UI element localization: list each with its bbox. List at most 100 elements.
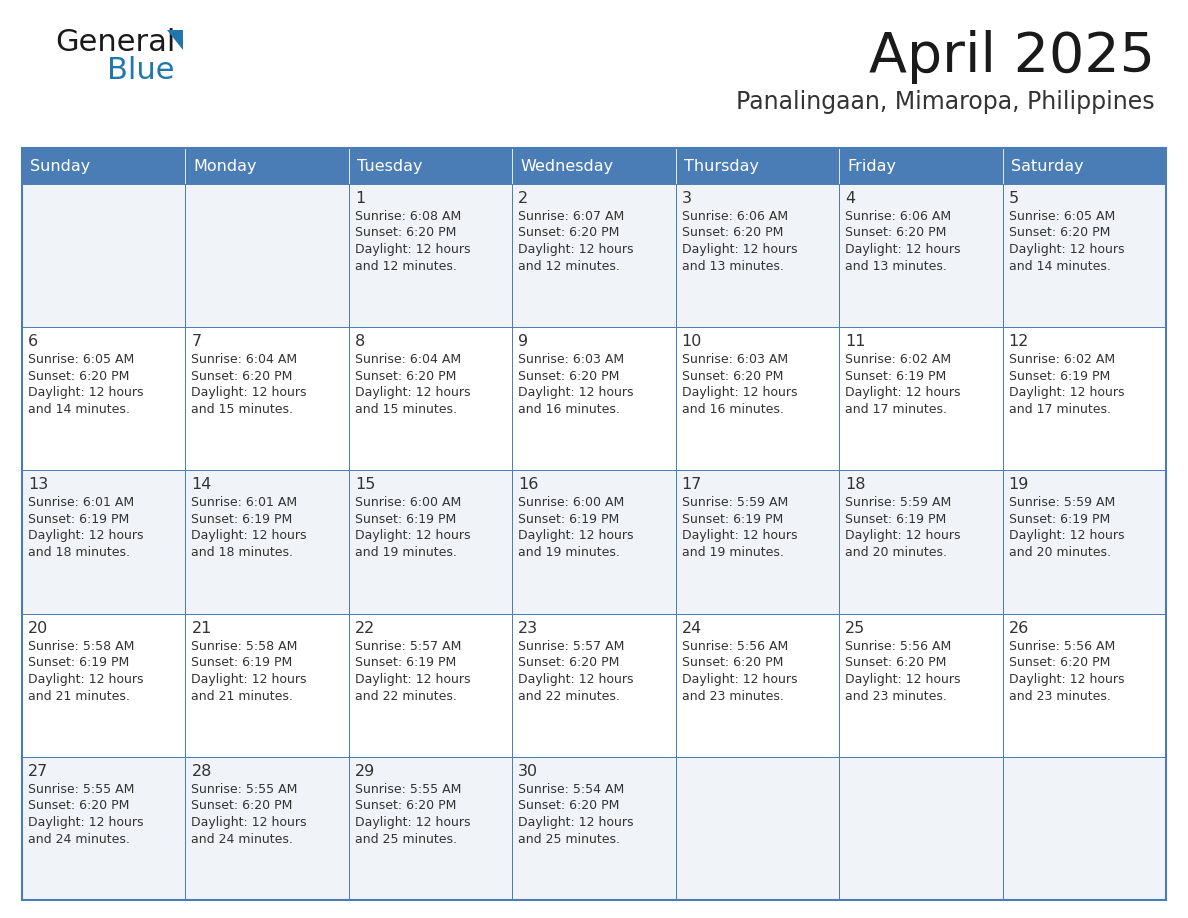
Bar	[839, 470, 1003, 613]
Text: Sunset: 6:20 PM: Sunset: 6:20 PM	[355, 800, 456, 812]
Bar	[676, 470, 839, 613]
Text: Sunset: 6:20 PM: Sunset: 6:20 PM	[191, 800, 292, 812]
Text: Daylight: 12 hours
and 24 minutes.: Daylight: 12 hours and 24 minutes.	[191, 816, 307, 845]
Text: Sunset: 6:20 PM: Sunset: 6:20 PM	[29, 800, 129, 812]
Text: Thursday: Thursday	[684, 159, 759, 174]
Bar	[349, 184, 512, 327]
Bar	[512, 327, 676, 470]
Bar	[676, 184, 839, 327]
Text: Sunrise: 6:08 AM: Sunrise: 6:08 AM	[355, 210, 461, 223]
Text: Sunset: 6:19 PM: Sunset: 6:19 PM	[355, 656, 456, 669]
Text: Daylight: 12 hours
and 17 minutes.: Daylight: 12 hours and 17 minutes.	[1009, 386, 1124, 416]
Text: Daylight: 12 hours
and 13 minutes.: Daylight: 12 hours and 13 minutes.	[682, 243, 797, 273]
Text: Sunrise: 6:00 AM: Sunrise: 6:00 AM	[355, 497, 461, 509]
Text: Sunrise: 6:06 AM: Sunrise: 6:06 AM	[682, 210, 788, 223]
Text: 20: 20	[29, 621, 49, 635]
Bar	[349, 327, 512, 470]
Text: Daylight: 12 hours
and 16 minutes.: Daylight: 12 hours and 16 minutes.	[518, 386, 633, 416]
Text: 28: 28	[191, 764, 211, 778]
Text: Daylight: 12 hours
and 25 minutes.: Daylight: 12 hours and 25 minutes.	[518, 816, 633, 845]
Text: Sunrise: 6:05 AM: Sunrise: 6:05 AM	[29, 353, 134, 366]
Bar	[839, 327, 1003, 470]
Text: Daylight: 12 hours
and 18 minutes.: Daylight: 12 hours and 18 minutes.	[29, 530, 144, 559]
Text: Sunrise: 5:56 AM: Sunrise: 5:56 AM	[682, 640, 788, 653]
Text: Sunrise: 5:56 AM: Sunrise: 5:56 AM	[1009, 640, 1114, 653]
Text: Daylight: 12 hours
and 25 minutes.: Daylight: 12 hours and 25 minutes.	[355, 816, 470, 845]
Bar	[1003, 148, 1165, 184]
Text: Daylight: 12 hours
and 23 minutes.: Daylight: 12 hours and 23 minutes.	[1009, 673, 1124, 702]
Text: Sunset: 6:20 PM: Sunset: 6:20 PM	[355, 227, 456, 240]
Text: Daylight: 12 hours
and 19 minutes.: Daylight: 12 hours and 19 minutes.	[682, 530, 797, 559]
Text: Sunset: 6:19 PM: Sunset: 6:19 PM	[1009, 370, 1110, 383]
Text: Sunset: 6:20 PM: Sunset: 6:20 PM	[191, 370, 292, 383]
Text: Sunrise: 6:01 AM: Sunrise: 6:01 AM	[191, 497, 297, 509]
Text: Daylight: 12 hours
and 15 minutes.: Daylight: 12 hours and 15 minutes.	[191, 386, 307, 416]
Bar	[839, 148, 1003, 184]
Text: 8: 8	[355, 334, 365, 349]
Bar	[185, 470, 349, 613]
Text: Sunrise: 5:56 AM: Sunrise: 5:56 AM	[845, 640, 952, 653]
Text: 7: 7	[191, 334, 202, 349]
Text: 13: 13	[29, 477, 49, 492]
Text: Sunset: 6:20 PM: Sunset: 6:20 PM	[682, 227, 783, 240]
Bar	[1003, 470, 1165, 613]
Bar	[839, 613, 1003, 756]
Text: 12: 12	[1009, 334, 1029, 349]
Text: Daylight: 12 hours
and 12 minutes.: Daylight: 12 hours and 12 minutes.	[355, 243, 470, 273]
Text: Panalingaan, Mimaropa, Philippines: Panalingaan, Mimaropa, Philippines	[737, 90, 1155, 114]
Bar	[185, 756, 349, 900]
Text: Sunset: 6:20 PM: Sunset: 6:20 PM	[29, 370, 129, 383]
Text: 21: 21	[191, 621, 211, 635]
Text: Daylight: 12 hours
and 19 minutes.: Daylight: 12 hours and 19 minutes.	[518, 530, 633, 559]
Text: 1: 1	[355, 191, 365, 206]
Text: Daylight: 12 hours
and 24 minutes.: Daylight: 12 hours and 24 minutes.	[29, 816, 144, 845]
Text: Sunrise: 5:55 AM: Sunrise: 5:55 AM	[191, 783, 298, 796]
Text: 18: 18	[845, 477, 866, 492]
Bar	[349, 756, 512, 900]
Text: Daylight: 12 hours
and 13 minutes.: Daylight: 12 hours and 13 minutes.	[845, 243, 961, 273]
Text: Sunset: 6:20 PM: Sunset: 6:20 PM	[682, 656, 783, 669]
Text: Sunset: 6:19 PM: Sunset: 6:19 PM	[355, 513, 456, 526]
Text: 23: 23	[518, 621, 538, 635]
Text: Daylight: 12 hours
and 15 minutes.: Daylight: 12 hours and 15 minutes.	[355, 386, 470, 416]
Bar	[185, 613, 349, 756]
Text: Daylight: 12 hours
and 19 minutes.: Daylight: 12 hours and 19 minutes.	[355, 530, 470, 559]
Polygon shape	[168, 30, 183, 50]
Text: Sunset: 6:20 PM: Sunset: 6:20 PM	[518, 370, 620, 383]
Text: Sunday: Sunday	[30, 159, 90, 174]
Text: Sunset: 6:19 PM: Sunset: 6:19 PM	[29, 656, 129, 669]
Text: Sunrise: 5:55 AM: Sunrise: 5:55 AM	[355, 783, 461, 796]
Text: Sunset: 6:20 PM: Sunset: 6:20 PM	[355, 370, 456, 383]
Text: Sunrise: 6:00 AM: Sunrise: 6:00 AM	[518, 497, 625, 509]
Bar	[185, 184, 349, 327]
Text: Sunrise: 5:54 AM: Sunrise: 5:54 AM	[518, 783, 625, 796]
Text: Sunrise: 6:05 AM: Sunrise: 6:05 AM	[1009, 210, 1114, 223]
Text: Sunset: 6:19 PM: Sunset: 6:19 PM	[29, 513, 129, 526]
Bar	[676, 148, 839, 184]
Text: 24: 24	[682, 621, 702, 635]
Text: 2: 2	[518, 191, 529, 206]
Text: 22: 22	[355, 621, 375, 635]
Text: 16: 16	[518, 477, 538, 492]
Bar	[839, 756, 1003, 900]
Text: 9: 9	[518, 334, 529, 349]
Text: Daylight: 12 hours
and 20 minutes.: Daylight: 12 hours and 20 minutes.	[1009, 530, 1124, 559]
Bar	[512, 756, 676, 900]
Text: Sunrise: 5:57 AM: Sunrise: 5:57 AM	[355, 640, 461, 653]
Text: Blue: Blue	[107, 56, 175, 85]
Text: Sunrise: 5:59 AM: Sunrise: 5:59 AM	[1009, 497, 1114, 509]
Text: 25: 25	[845, 621, 865, 635]
Text: 11: 11	[845, 334, 866, 349]
Text: Daylight: 12 hours
and 18 minutes.: Daylight: 12 hours and 18 minutes.	[191, 530, 307, 559]
Text: 6: 6	[29, 334, 38, 349]
Text: General: General	[55, 28, 176, 57]
Text: Sunrise: 5:58 AM: Sunrise: 5:58 AM	[29, 640, 134, 653]
Text: Daylight: 12 hours
and 17 minutes.: Daylight: 12 hours and 17 minutes.	[845, 386, 961, 416]
Text: Sunrise: 5:57 AM: Sunrise: 5:57 AM	[518, 640, 625, 653]
Text: Daylight: 12 hours
and 23 minutes.: Daylight: 12 hours and 23 minutes.	[682, 673, 797, 702]
Bar	[1003, 184, 1165, 327]
Bar	[676, 327, 839, 470]
Text: Daylight: 12 hours
and 21 minutes.: Daylight: 12 hours and 21 minutes.	[191, 673, 307, 702]
Text: Sunrise: 6:02 AM: Sunrise: 6:02 AM	[1009, 353, 1114, 366]
Bar	[1003, 756, 1165, 900]
